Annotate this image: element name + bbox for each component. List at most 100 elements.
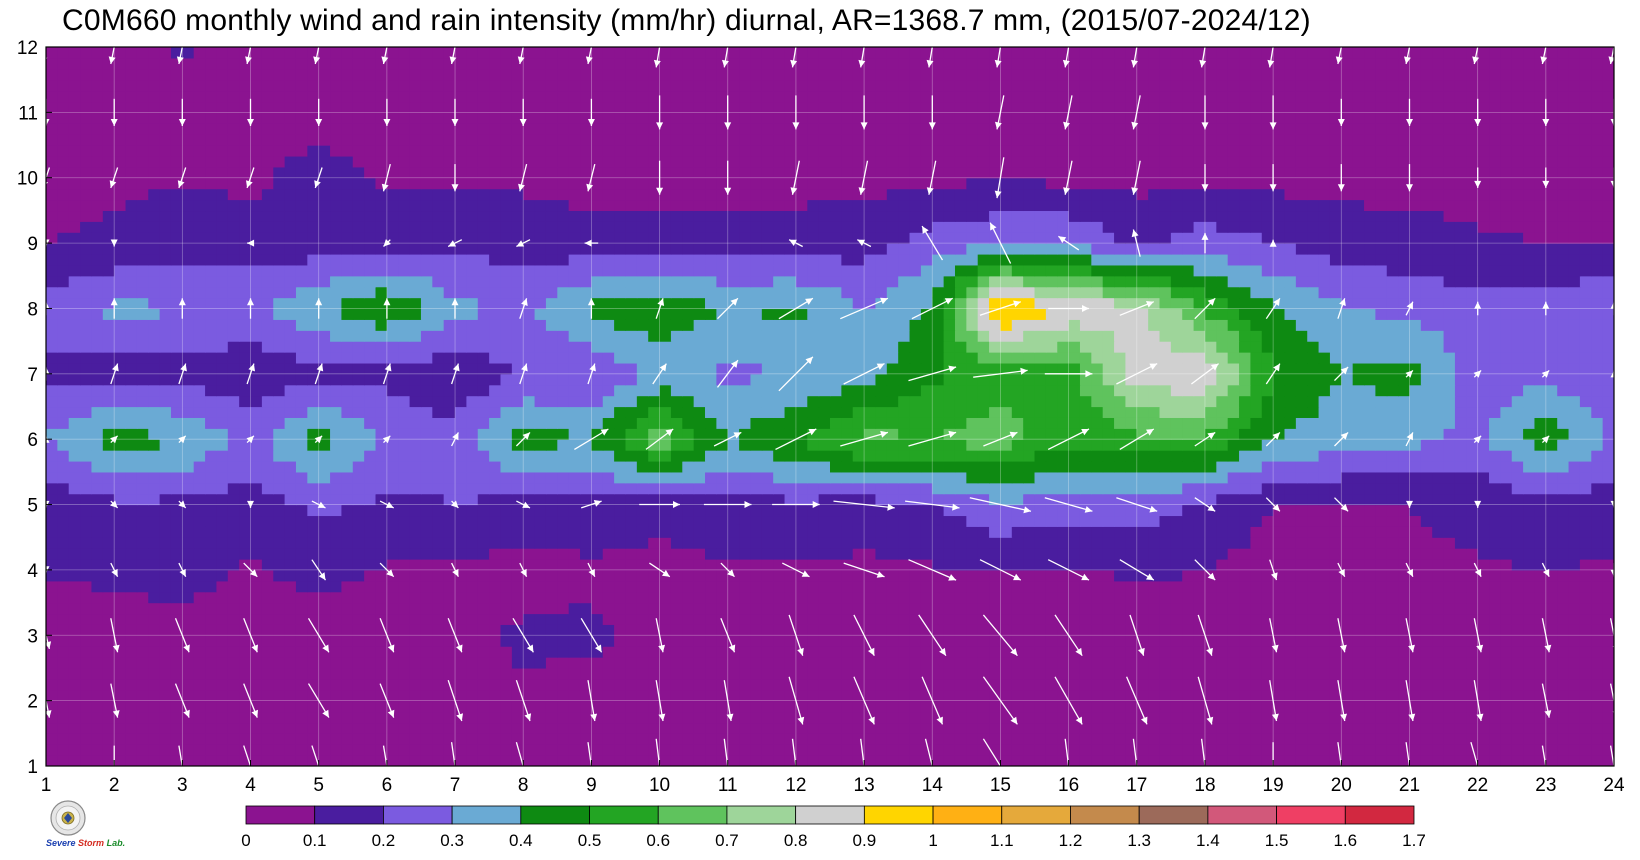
rain-cell — [1284, 689, 1297, 702]
rain-cell — [682, 711, 695, 724]
rain-cell — [193, 602, 206, 615]
rain-cell — [705, 722, 717, 734]
rain-cell — [784, 667, 797, 680]
rain-cell — [318, 373, 331, 386]
rain-cell — [966, 548, 979, 560]
rain-cell — [1216, 460, 1229, 473]
rain-cell — [977, 613, 990, 625]
rain-cell — [1102, 646, 1115, 658]
rain-cell — [80, 678, 93, 691]
rain-cell — [1057, 548, 1070, 560]
rain-cell — [830, 580, 842, 593]
rain-cell — [841, 384, 854, 397]
rain-cell — [1352, 373, 1365, 386]
rain-cell — [739, 755, 752, 766]
rain-cell — [114, 417, 127, 429]
rain-cell — [1341, 373, 1354, 386]
rain-cell — [250, 460, 263, 473]
rain-cell — [795, 439, 808, 451]
rain-cell — [602, 559, 615, 571]
rain-cell — [341, 591, 354, 604]
rain-cell — [1557, 482, 1570, 495]
rain-cell — [1545, 624, 1558, 636]
rain-cell — [625, 373, 638, 386]
rain-cell — [568, 428, 581, 440]
rain-cell — [1250, 471, 1263, 484]
rain-cell — [1204, 657, 1217, 669]
rain-cell — [1239, 471, 1251, 484]
rain-cell — [1159, 733, 1172, 745]
rain-cell — [261, 700, 274, 713]
rain-cell — [773, 667, 786, 680]
rain-cell — [57, 493, 70, 506]
rain-cell — [1057, 580, 1070, 593]
rain-cell — [750, 722, 763, 734]
rain-cell — [1295, 678, 1308, 691]
rain-cell — [1341, 733, 1354, 745]
rain-cell — [170, 384, 183, 397]
rain-cell — [909, 406, 922, 418]
rain-cell — [523, 667, 536, 680]
rain-cell — [443, 471, 456, 484]
rain-cell — [239, 711, 252, 724]
rain-cell — [614, 635, 627, 647]
rain-cell — [91, 613, 104, 625]
rain-cell — [739, 537, 752, 549]
rain-cell — [989, 711, 1002, 724]
rain-cell — [705, 406, 717, 418]
rain-cell — [1511, 406, 1524, 418]
rain-cell — [682, 602, 695, 615]
rain-cell — [773, 733, 786, 745]
rain-cell — [1000, 482, 1013, 495]
rain-cell — [1011, 591, 1024, 604]
rain-cell — [841, 417, 854, 429]
rain-cell — [1443, 613, 1456, 625]
rain-cell — [284, 700, 297, 713]
rain-cell — [1023, 460, 1036, 473]
rain-cell — [1352, 559, 1365, 571]
rain-cell — [261, 591, 274, 604]
rain-cell — [670, 646, 683, 658]
rain-cell — [648, 744, 661, 756]
rain-cell — [500, 384, 513, 397]
rain-cell — [602, 700, 615, 713]
rain-cell — [784, 624, 797, 636]
rain-cell — [1170, 428, 1183, 440]
rain-cell — [1239, 711, 1251, 724]
rain-cell — [125, 624, 138, 636]
rain-cell — [136, 406, 149, 418]
rain-cell — [443, 755, 456, 766]
rain-cell — [1295, 471, 1308, 484]
rain-cell — [205, 657, 218, 669]
rain-cell — [1295, 406, 1308, 418]
rain-cell — [534, 548, 547, 560]
rain-cell — [1375, 373, 1388, 386]
rain-cell — [1409, 471, 1422, 484]
rain-cell — [1500, 428, 1513, 440]
rain-cell — [727, 428, 740, 440]
rain-cell — [182, 460, 195, 473]
rain-cell — [1500, 569, 1513, 582]
rain-cell — [954, 559, 967, 571]
rain-cell — [170, 678, 183, 691]
rain-cell — [443, 580, 456, 593]
rain-cell — [1250, 591, 1263, 604]
rain-cell — [557, 526, 570, 538]
rain-cell — [773, 406, 786, 418]
rain-cell — [1375, 700, 1388, 713]
rain-cell — [1602, 526, 1614, 538]
rain-cell — [46, 362, 58, 375]
rain-cell — [1057, 591, 1070, 604]
rain-cell — [795, 395, 808, 408]
rain-cell — [534, 624, 547, 636]
rain-cell — [273, 602, 286, 615]
rain-cell — [784, 700, 797, 713]
rain-cell — [954, 700, 967, 713]
rain-cell — [898, 526, 911, 538]
rain-cell — [1000, 635, 1013, 647]
rain-cell — [1125, 569, 1138, 582]
rain-cell — [557, 678, 570, 691]
rain-cell — [1239, 526, 1251, 538]
rain-cell — [1534, 689, 1547, 702]
rain-cell — [1273, 439, 1286, 451]
